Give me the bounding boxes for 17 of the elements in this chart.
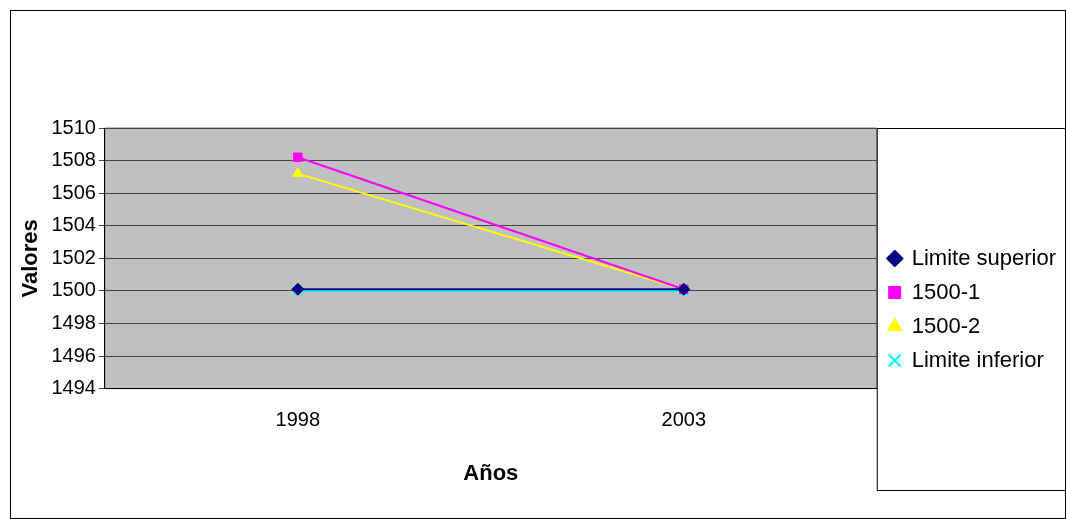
y-tick-label: 1510 [51,115,96,138]
y-tick-label: 1508 [51,148,96,171]
y-tick-label: 1506 [51,180,96,203]
x-tick-label: 2003 [661,408,707,431]
legend-label: Limite inferior [911,346,1044,372]
x-tick-label: 1998 [275,408,321,431]
legend-label: Limite superior [911,244,1056,270]
x-axis-title: Años [463,459,519,485]
legend-label: 1500-2 [911,312,981,338]
y-tick-label: 1502 [51,245,96,268]
y-axis-title: Valores [17,219,43,298]
y-tick-label: 1496 [51,343,96,366]
y-tick-label: 1504 [51,213,96,236]
legend-label: 1500-1 [911,278,981,304]
y-tick-label: 1498 [51,310,96,333]
y-tick-label: 1500 [51,278,96,301]
y-tick-label: 1494 [51,376,96,399]
